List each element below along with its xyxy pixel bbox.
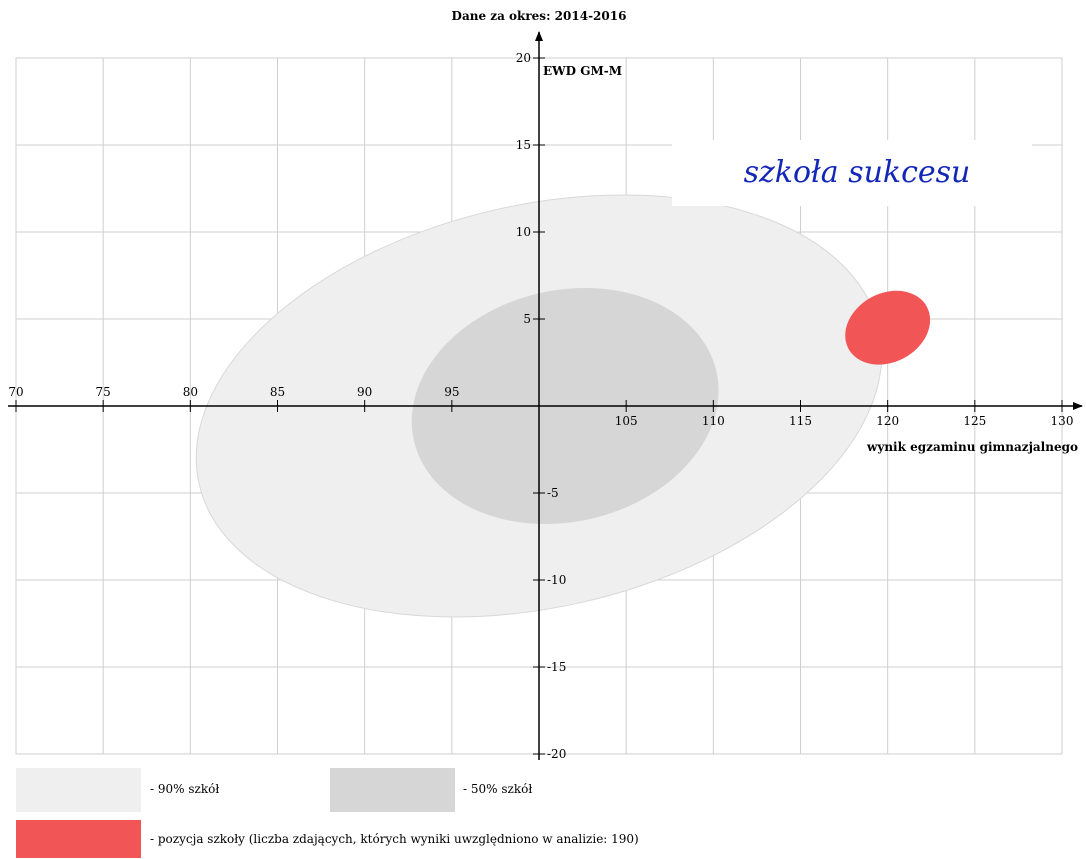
y-tick-label--5: -5 bbox=[547, 486, 559, 500]
y-tick-label--20: -20 bbox=[547, 747, 566, 761]
y-tick-label-10: 10 bbox=[516, 225, 531, 239]
x-tick-label-85: 85 bbox=[270, 385, 285, 399]
annotation-box bbox=[672, 140, 1032, 206]
y-tick-label-5: 5 bbox=[523, 312, 531, 326]
school-position bbox=[845, 290, 931, 365]
x-tick-label-75: 75 bbox=[96, 385, 111, 399]
annotation-text: szkoła sukcesu bbox=[744, 155, 971, 190]
legend-label-50: - 50% szkół bbox=[463, 782, 533, 796]
x-tick-label-80: 80 bbox=[183, 385, 198, 399]
x-tick-label-130: 130 bbox=[1051, 414, 1074, 428]
y-tick-label-20: 20 bbox=[516, 51, 531, 65]
x-tick-label-70: 70 bbox=[8, 385, 23, 399]
legend-swatch-90 bbox=[16, 768, 141, 812]
legend-label-school: - pozycja szkoły (liczba zdających, któr… bbox=[150, 832, 639, 846]
y-tick-label-15: 15 bbox=[516, 138, 531, 152]
x-tick-label-95: 95 bbox=[444, 385, 459, 399]
y-tick-label--10: -10 bbox=[547, 573, 566, 587]
axes bbox=[8, 31, 1083, 760]
y-tick-label--15: -15 bbox=[547, 660, 566, 674]
legend-label-90: - 90% szkół bbox=[150, 782, 220, 796]
chart-title: Dane za okres: 2014-2016 bbox=[452, 9, 627, 23]
y-axis-label: EWD GM-M bbox=[543, 64, 622, 78]
x-tick-label-110: 110 bbox=[702, 414, 725, 428]
x-tick-label-120: 120 bbox=[876, 414, 899, 428]
x-tick-label-105: 105 bbox=[615, 414, 638, 428]
legend-swatch-50 bbox=[330, 768, 455, 812]
x-axis-label: wynik egzaminu gimnazjalnego bbox=[866, 440, 1078, 454]
x-tick-label-125: 125 bbox=[963, 414, 986, 428]
x-tick-label-115: 115 bbox=[789, 414, 812, 428]
x-tick-label-90: 90 bbox=[357, 385, 372, 399]
legend-swatch-school bbox=[16, 820, 141, 858]
